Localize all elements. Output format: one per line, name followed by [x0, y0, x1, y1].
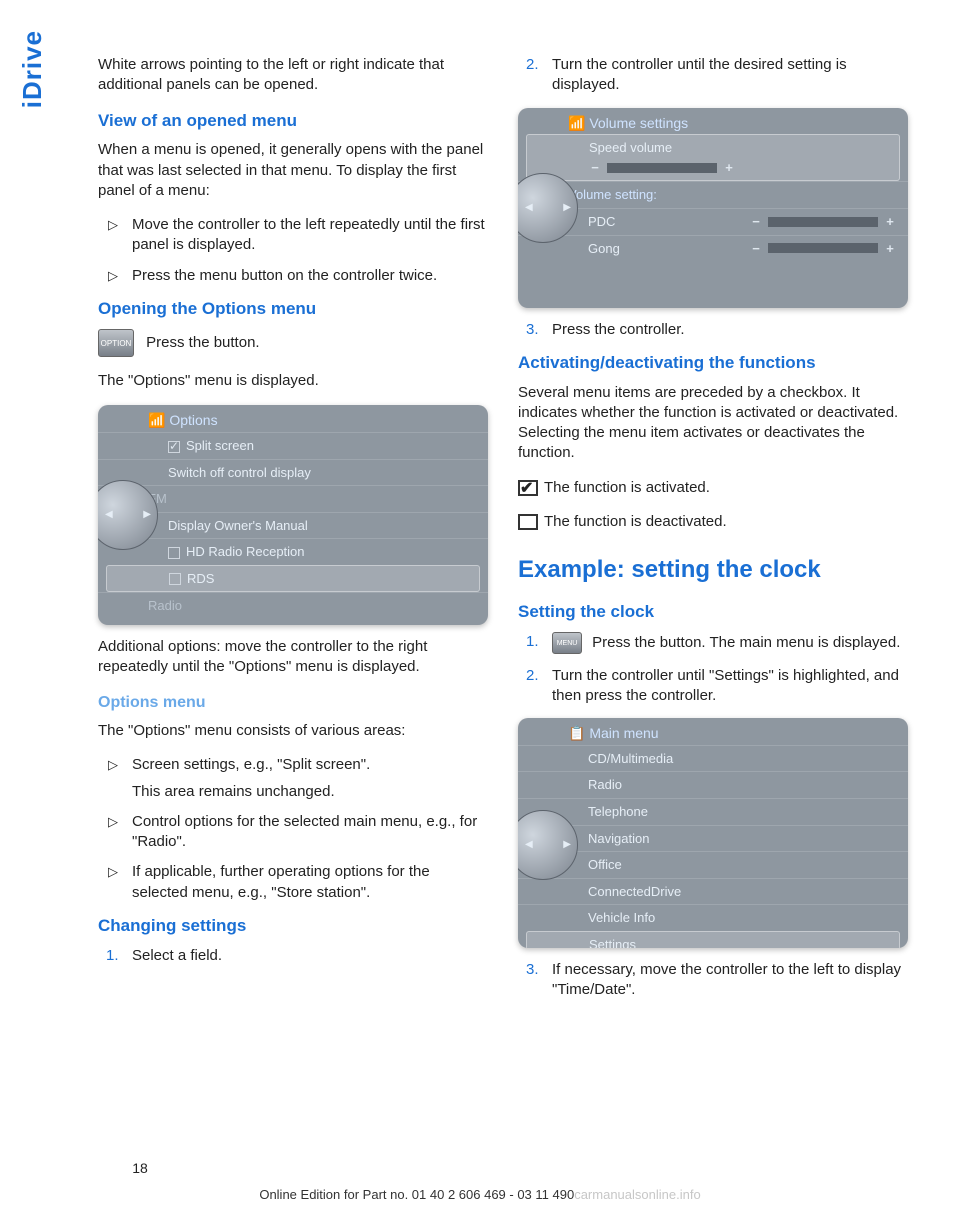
fig-row-selected: Speed volume −+ [526, 134, 900, 181]
list-changing-cont2: 3.Press the controller. [518, 320, 908, 340]
list-item: 2.Turn the controller until the desired … [518, 55, 908, 96]
fig-row: Split screen [98, 432, 488, 459]
footer-line: Online Edition for Part no. 01 40 2 606 … [259, 1187, 574, 1202]
func-activated-line: The function is activated. [518, 478, 908, 498]
step-number: 2. [526, 666, 539, 686]
option-button-text: Press the button. [146, 334, 259, 351]
slider: −+ [589, 159, 735, 177]
fig-title: 📶 Options [98, 405, 488, 432]
heading-activating: Activating/deactivating the functions [518, 352, 908, 375]
page-footer: Online Edition for Part no. 01 40 2 606 … [0, 1186, 960, 1204]
figure-main-menu: 📋 Main menu CD/Multimedia Radio Telephon… [518, 718, 908, 948]
list-item: 3.If necessary, move the controller to t… [518, 960, 908, 1001]
list-options: Screen settings, e.g., "Split screen". T… [98, 755, 488, 903]
heading-options-menu: Options menu [98, 692, 488, 714]
heading-example: Example: setting the clock [518, 554, 908, 586]
fig-row: ConnectedDrive [518, 878, 908, 905]
checkbox-off-icon [518, 514, 538, 530]
para-options-menu: The "Options" menu consists of various a… [98, 721, 488, 741]
list-item: Press the menu button on the controller … [98, 266, 488, 286]
fig-row: HD Radio Reception [98, 538, 488, 565]
step-number: 3. [526, 320, 539, 340]
watermark: carmanualsonline.info [574, 1187, 700, 1202]
list-item: 1.Select a field. [98, 946, 488, 966]
slider: −+ [750, 213, 896, 231]
heading-view: View of an opened menu [98, 110, 488, 133]
page-number: 18 [0, 1159, 280, 1178]
list-item: 1. MENU Press the button. The main menu … [518, 632, 908, 654]
list-view: Move the controller to the left repeated… [98, 215, 488, 286]
fig-row: Switch off control display [98, 459, 488, 486]
fig-row: Telephone [518, 798, 908, 825]
fig-row: Vehicle Info [518, 904, 908, 931]
list-changing: 1.Select a field. [98, 946, 488, 966]
list-item: If applicable, further operating options… [98, 862, 488, 903]
fig-row: Radio [98, 592, 488, 619]
heading-changing-settings: Changing settings [98, 915, 488, 938]
section-label: iDrive [15, 30, 50, 108]
menu-button-icon: MENU [552, 632, 582, 654]
fig-row-selected: Settings [526, 931, 900, 948]
left-column: White arrows pointing to the left or rig… [98, 55, 488, 1013]
checkbox-on-icon [518, 480, 538, 496]
content-columns: White arrows pointing to the left or rig… [98, 55, 908, 1013]
heading-open-options: Opening the Options menu [98, 298, 488, 321]
para-view: When a menu is opened, it generally open… [98, 140, 488, 201]
list-changing-cont: 2.Turn the controller until the desired … [518, 55, 908, 96]
step-number: 1. [526, 632, 539, 652]
slider: −+ [750, 240, 896, 258]
list-item: 2.Turn the controller until "Settings" i… [518, 666, 908, 707]
step-number: 3. [526, 960, 539, 980]
option-button-icon: OPTION [98, 329, 134, 357]
options-displayed-text: The "Options" menu is displayed. [98, 371, 488, 391]
checkbox-off-icon [169, 573, 181, 585]
checkbox-off-icon [168, 547, 180, 559]
option-button-line: OPTION Press the button. [98, 329, 488, 357]
list-item-sub: This area remains unchanged. [132, 782, 488, 802]
heading-setting-clock: Setting the clock [518, 601, 908, 624]
list-item: Move the controller to the left repeated… [98, 215, 488, 256]
fig-title: 📶 Volume settings [518, 108, 908, 135]
checkbox-on-icon [168, 441, 180, 453]
fig-title: 📋 Main menu [518, 718, 908, 745]
list-setting-clock-cont: 3.If necessary, move the controller to t… [518, 960, 908, 1001]
func-deactivated-line: The function is deactivated. [518, 512, 908, 532]
list-item: 3.Press the controller. [518, 320, 908, 340]
intro-text: White arrows pointing to the left or rig… [98, 55, 488, 96]
figure-volume-settings: 📶 Volume settings Speed volume −+ Volume… [518, 108, 908, 308]
fig-row: Office [518, 851, 908, 878]
fig-row-selected: RDS [106, 565, 480, 593]
list-setting-clock: 1. MENU Press the button. The main menu … [518, 632, 908, 707]
fig-row: Gong −+ [518, 235, 908, 262]
step-number: 2. [526, 55, 539, 75]
list-item: Control options for the selected main me… [98, 812, 488, 853]
fig-row: Radio [518, 771, 908, 798]
figure-options-menu: 📶 Options Split screen Switch off contro… [98, 405, 488, 625]
para-activating: Several menu items are preceded by a che… [518, 383, 908, 464]
para-after-fig: Additional options: move the controller … [98, 637, 488, 678]
right-column: 2.Turn the controller until the desired … [518, 55, 908, 1013]
list-item: Screen settings, e.g., "Split screen". T… [98, 755, 488, 802]
step-number: 1. [106, 946, 119, 966]
fig-row: CD/Multimedia [518, 745, 908, 772]
